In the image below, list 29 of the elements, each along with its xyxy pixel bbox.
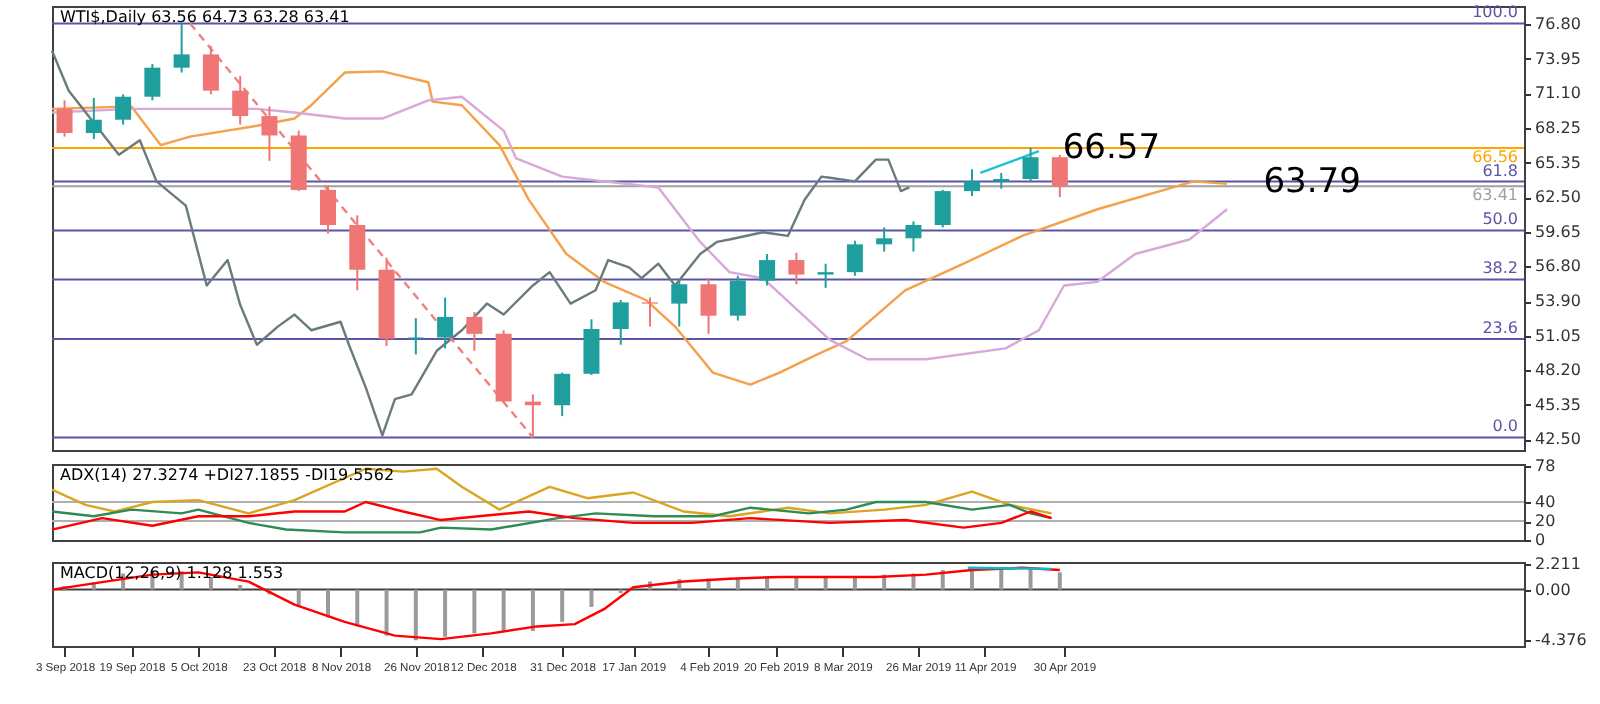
y-tick-label: 76.80 xyxy=(1535,15,1581,34)
annotation: 100.0 xyxy=(1472,3,1518,22)
y-tick-label: 68.25 xyxy=(1535,118,1581,137)
y-tick-label: 51.05 xyxy=(1535,326,1581,345)
y-tick-label: 73.95 xyxy=(1535,49,1581,68)
y-tick-label: 0 xyxy=(1535,531,1546,549)
annotation: 50.0 xyxy=(1482,210,1518,229)
chart-title: WTI$,Daily 63.56 64.73 63.28 63.41 xyxy=(60,8,350,26)
annotation: 23.6 xyxy=(1482,318,1518,337)
y-tick-label: 62.50 xyxy=(1535,188,1581,207)
y-tick-label: 20 xyxy=(1535,512,1556,530)
y-tick-label: 65.35 xyxy=(1535,153,1581,172)
y-tick-label: 2.211 xyxy=(1535,555,1581,574)
y-tick-label: 40 xyxy=(1535,493,1556,511)
y-tick-label: 53.90 xyxy=(1535,292,1581,311)
y-tick-label: 59.65 xyxy=(1535,222,1581,241)
annotation: 0.0 xyxy=(1492,417,1518,436)
y-tick-label: 48.20 xyxy=(1535,361,1581,380)
y-tick-label: 45.35 xyxy=(1535,395,1581,414)
y-tick-label: 0.00 xyxy=(1535,580,1571,599)
y-tick-label: -4.376 xyxy=(1535,630,1587,649)
y-tick-label: 71.10 xyxy=(1535,84,1581,103)
ref-line-label: 66.56 xyxy=(1472,148,1518,167)
y-tick-label: 42.50 xyxy=(1535,430,1581,449)
annotation: 61.8 xyxy=(1482,161,1518,180)
y-tick-label: 78 xyxy=(1535,456,1556,475)
annotation: 38.2 xyxy=(1482,259,1518,278)
ref-line-label: 63.41 xyxy=(1472,186,1518,205)
y-tick-label: 56.80 xyxy=(1535,257,1581,276)
